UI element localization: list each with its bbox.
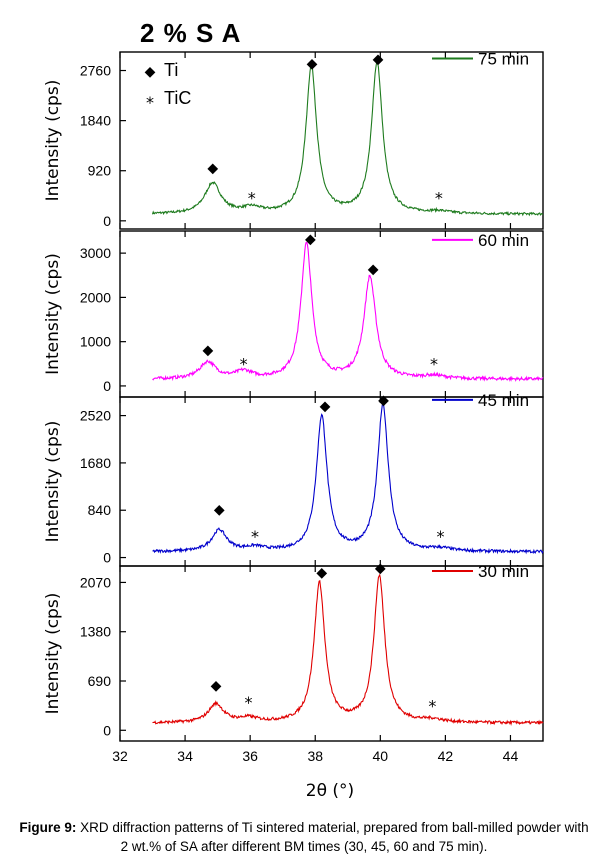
x-tick-label: 42	[438, 748, 454, 764]
panel-2: 0 1000 2000 3000 Intensity (cps) ◆ * ◆ ◆ * 60 min	[43, 230, 544, 398]
y-tick-label: 0	[103, 378, 111, 394]
tic-marker: *	[428, 697, 436, 716]
ti-marker: ◆	[373, 51, 384, 67]
y-tick-label: 0	[103, 550, 111, 566]
ti-marker: ◆	[207, 160, 218, 176]
tic-marker: *	[435, 189, 443, 208]
y-tick-label: 0	[103, 213, 111, 229]
panel-frame	[119, 565, 544, 742]
tic-marker: *	[240, 354, 248, 373]
y-tick-label: 2000	[80, 289, 111, 305]
panel-frame	[119, 396, 544, 567]
y-axis-label: Intensity (cps)	[43, 593, 63, 715]
y-tick-label: 0	[103, 722, 111, 738]
panel-4: 0 690 1380 2070 Intensity (cps) ◆ * ◆ ◆ * 30 min	[43, 561, 544, 742]
panel-3: 0 840 1680 2520 Intensity (cps) ◆ * ◆ ◆ * 45 min	[43, 391, 544, 567]
tic-marker: *	[248, 189, 256, 208]
x-tick-label: 36	[242, 748, 258, 764]
tic-marker: *	[245, 693, 253, 712]
ti-marker: ◆	[305, 232, 316, 248]
y-tick-label: 920	[88, 163, 112, 179]
xrd-pattern-line	[152, 241, 544, 382]
y-tick-label: 2070	[80, 574, 111, 590]
ti-marker: ◆	[214, 502, 225, 518]
x-tick-label: 34	[177, 748, 193, 764]
y-tick-label: 1000	[80, 334, 111, 350]
ti-marker: ◆	[320, 398, 331, 414]
x-axis-label: 2θ (°)	[306, 781, 354, 801]
tic-marker: *	[437, 527, 445, 546]
ti-marker: ◆	[368, 262, 379, 278]
legend-marker-symbol: *	[146, 93, 154, 112]
legend-series-name: 30 min	[478, 562, 529, 581]
x-tick-label: 40	[373, 748, 389, 764]
panel-1: 0 920 1840 2760 Intensity (cps) ◆ * ◆ ◆ * 75 min ◆ T…	[43, 50, 544, 230]
caption-text: XRD diffraction patterns of Ti sintered …	[80, 820, 589, 854]
panel-frame	[119, 51, 544, 230]
xrd-figure: 0 920 1840 2760 Intensity (cps) ◆ * ◆ ◆ * 75 min ◆ T…	[43, 50, 544, 801]
y-tick-label: 2760	[80, 63, 111, 79]
ti-marker: ◆	[307, 56, 318, 72]
chart-panels: 0 920 1840 2760 Intensity (cps) ◆ * ◆ ◆ * 75 min ◆ T…	[43, 50, 544, 764]
y-axis-label: Intensity (cps)	[43, 80, 63, 202]
y-axis-label: Intensity (cps)	[43, 421, 63, 543]
y-axis-label: Intensity (cps)	[43, 253, 63, 375]
ti-marker: ◆	[211, 678, 222, 694]
panel-frame	[119, 230, 544, 398]
legend-marker-label: Ti	[164, 60, 178, 80]
y-tick-label: 3000	[80, 245, 111, 261]
y-tick-label: 840	[88, 502, 112, 518]
xrd-pattern-line	[152, 573, 544, 727]
tic-marker: *	[430, 354, 438, 373]
x-tick-label: 32	[112, 748, 128, 764]
legend-marker-symbol: ◆	[145, 64, 156, 80]
x-tick-label: 38	[307, 748, 323, 764]
xrd-pattern-line	[151, 60, 544, 217]
ti-marker: ◆	[316, 565, 327, 581]
xrd-pattern-line	[152, 403, 544, 555]
legend-marker-label: TiC	[164, 88, 191, 108]
tic-marker: *	[251, 527, 259, 546]
legend-series-name: 75 min	[478, 50, 529, 69]
ti-marker: ◆	[202, 342, 213, 358]
y-tick-label: 2520	[80, 408, 111, 424]
ti-marker: ◆	[375, 561, 386, 577]
y-tick-label: 1680	[80, 455, 111, 471]
figure-header-title: 2 % S A	[140, 18, 242, 48]
legend-series-name: 45 min	[478, 391, 529, 410]
figure-caption: Figure 9: XRD diffraction patterns of Ti…	[14, 818, 594, 856]
legend-series-name: 60 min	[478, 231, 529, 250]
y-tick-label: 690	[88, 673, 112, 689]
y-tick-label: 1380	[80, 624, 111, 640]
y-tick-label: 1840	[80, 113, 111, 129]
ti-marker: ◆	[378, 393, 389, 409]
x-tick-label: 44	[503, 748, 519, 764]
caption-label: Figure 9:	[19, 820, 77, 835]
